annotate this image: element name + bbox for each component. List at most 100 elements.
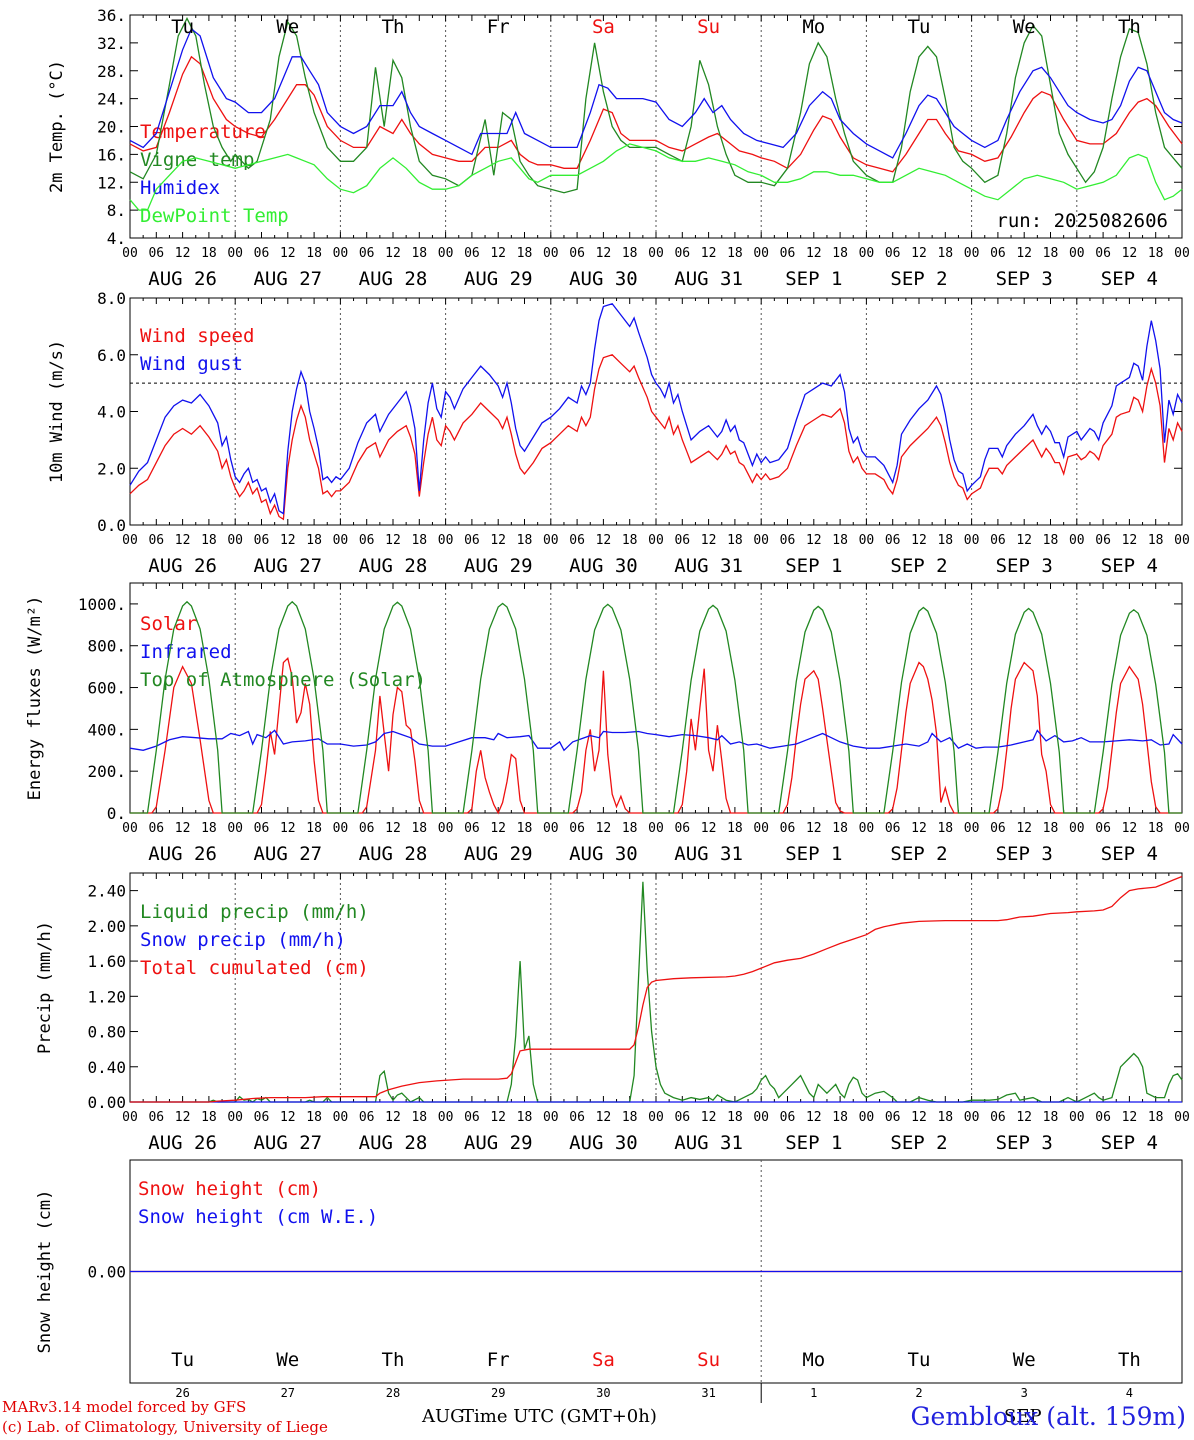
panel-0-hour-label: 06	[359, 246, 375, 261]
panel-4-weekday-label: Mo	[802, 1349, 825, 1371]
panel-3-hour-label: 06	[569, 1110, 585, 1125]
panel-3-hour-label: 00	[753, 1110, 769, 1125]
panel-2-date-label: AUG 28	[359, 843, 428, 865]
panel-2-hour-label: 12	[385, 821, 401, 836]
panel-2-legend-1: Infrared	[140, 641, 232, 663]
panel-1-hour-label: 18	[1043, 533, 1059, 548]
panel-0-date-label: AUG 28	[359, 268, 428, 290]
panel-2-hour-label: 12	[701, 821, 717, 836]
panel-0-hour-label: 00	[333, 246, 349, 261]
snow-day-number: 1	[810, 1386, 817, 1400]
panel-0-series-3-line	[129, 143, 1183, 211]
panel-4-weekday-label: Sa	[592, 1349, 615, 1371]
snow-day-number: 30	[596, 1386, 610, 1400]
panel-2-ytick-label: 0.	[107, 804, 126, 823]
panel-3-date-label: AUG 28	[359, 1132, 428, 1154]
panel-2-series-1-line	[129, 729, 1183, 752]
panel-1-hour-label: 00	[122, 533, 138, 548]
month-start-label: AUG	[422, 1406, 465, 1427]
panel-0-hour-label: 00	[964, 246, 980, 261]
panel-3-hour-label: 06	[359, 1110, 375, 1125]
panel-0-ytick-label: 16.	[97, 145, 126, 164]
panel-1-date-label: SEP 3	[996, 555, 1053, 577]
panel-1-hour-label: 18	[727, 533, 743, 548]
panel-2-hour-label: 12	[175, 821, 191, 836]
panel-3-date-label: AUG 30	[569, 1132, 638, 1154]
panel-0-hour-label: 18	[1043, 246, 1059, 261]
panel-2-ytick-label: 600.	[87, 679, 126, 698]
panel-1-hour-label: 00	[964, 533, 980, 548]
panel-3-hour-label: 06	[990, 1110, 1006, 1125]
month-end-label: SEP	[1004, 1406, 1042, 1427]
panel-3-hour-label: 00	[543, 1110, 559, 1125]
panel-2-hour-label: 18	[306, 821, 322, 836]
panel-0-weekday-label: We	[276, 16, 299, 38]
panel-0-series-2-line	[129, 27, 1183, 159]
panel-2-hour-label: 18	[411, 821, 427, 836]
panel-2-hour-label: 00	[753, 821, 769, 836]
panel-2-date-label: SEP 3	[996, 843, 1053, 865]
panel-3-hour-label: 12	[806, 1110, 822, 1125]
panel-2-series-2-line	[130, 600, 1182, 814]
panel-0-hour-label: 06	[1095, 246, 1111, 261]
panel-0-series-0-line	[129, 55, 1183, 173]
panel-2-date-label: SEP 1	[785, 843, 842, 865]
panel-0-hour-label: 12	[1016, 246, 1032, 261]
panel-1-hour-label: 12	[385, 533, 401, 548]
panel-3-ytick-label: 2.40	[87, 882, 126, 901]
panel-3-hour-label: 18	[1148, 1110, 1164, 1125]
panel-0-date-label: SEP 4	[1101, 268, 1158, 290]
panel-3-series-2-line	[130, 875, 1183, 1103]
panel-3-ytick-label: 2.00	[87, 917, 126, 936]
panel-3-hour-label: 18	[517, 1110, 533, 1125]
panel-0-hour-label: 18	[1148, 246, 1164, 261]
panel-3-hour-label: 18	[832, 1110, 848, 1125]
panel-3-hour-label: 18	[411, 1110, 427, 1125]
panel-3-ytick-label: 0.40	[87, 1058, 126, 1077]
panel-1-hour-label: 18	[622, 533, 638, 548]
panel-2-hour-label: 18	[1148, 821, 1164, 836]
panel-0-weekday-label: Sa	[592, 16, 615, 38]
panel-4-ytick-label: 0.00	[87, 1263, 126, 1282]
panel-3-hour-label: 12	[280, 1110, 296, 1125]
panel-3-hour-label: 12	[1122, 1110, 1138, 1125]
panel-0-ytick-label: 24.	[97, 90, 126, 109]
panel-1-hour-label: 06	[148, 533, 164, 548]
snow-day-number: 29	[491, 1386, 505, 1400]
panel-2-ytick-label: 200.	[87, 762, 126, 781]
panel-1-hour-label: 18	[411, 533, 427, 548]
panel-0-weekday-label: Tu	[171, 16, 194, 38]
panel-2-hour-label: 12	[1016, 821, 1032, 836]
panel-3-date-label: AUG 31	[674, 1132, 743, 1154]
panel-0-hour-label: 18	[201, 246, 217, 261]
panel-2-hour-label: 12	[1122, 821, 1138, 836]
panel-0-ytick-label: 28.	[97, 62, 126, 81]
panel-0-date-label: AUG 31	[674, 268, 743, 290]
panel-1-hour-label: 06	[990, 533, 1006, 548]
panel-3-date-label: AUG 26	[148, 1132, 217, 1154]
panel-1-date-label: AUG 27	[253, 555, 322, 577]
panel-3-date-label: SEP 3	[996, 1132, 1053, 1154]
panel-2-date-label: SEP 4	[1101, 843, 1158, 865]
time-axis-label: Time UTC (GMT+0h)	[462, 1406, 657, 1427]
panel-3-hour-label: 00	[227, 1110, 243, 1125]
panel-1-hour-label: 00	[333, 533, 349, 548]
panel-0-ytick-label: 32.	[97, 34, 126, 53]
snow-day-number: 28	[386, 1386, 400, 1400]
panel-1-hour-label: 12	[701, 533, 717, 548]
snow-day-number: 2	[915, 1386, 922, 1400]
panel-0-legend-2: Humidex	[140, 177, 220, 199]
panel-0-hour-label: 06	[569, 246, 585, 261]
panel-0-weekday-label: Tu	[908, 16, 931, 38]
panel-2-hour-label: 00	[122, 821, 138, 836]
panel-4-weekday-label: Th	[382, 1349, 405, 1371]
credit-line-1: MARv3.14 model forced by GFS	[2, 1398, 247, 1416]
panel-2-hour-label: 06	[464, 821, 480, 836]
panel-2-hour-label: 18	[1043, 821, 1059, 836]
snow-day-number: 27	[281, 1386, 295, 1400]
panel-0-hour-label: 00	[227, 246, 243, 261]
panel-0-ytick-label: 12.	[97, 173, 126, 192]
panel-3-hour-label: 12	[1016, 1110, 1032, 1125]
panel-3-hour-label: 06	[1095, 1110, 1111, 1125]
panel-3-date-label: SEP 1	[785, 1132, 842, 1154]
